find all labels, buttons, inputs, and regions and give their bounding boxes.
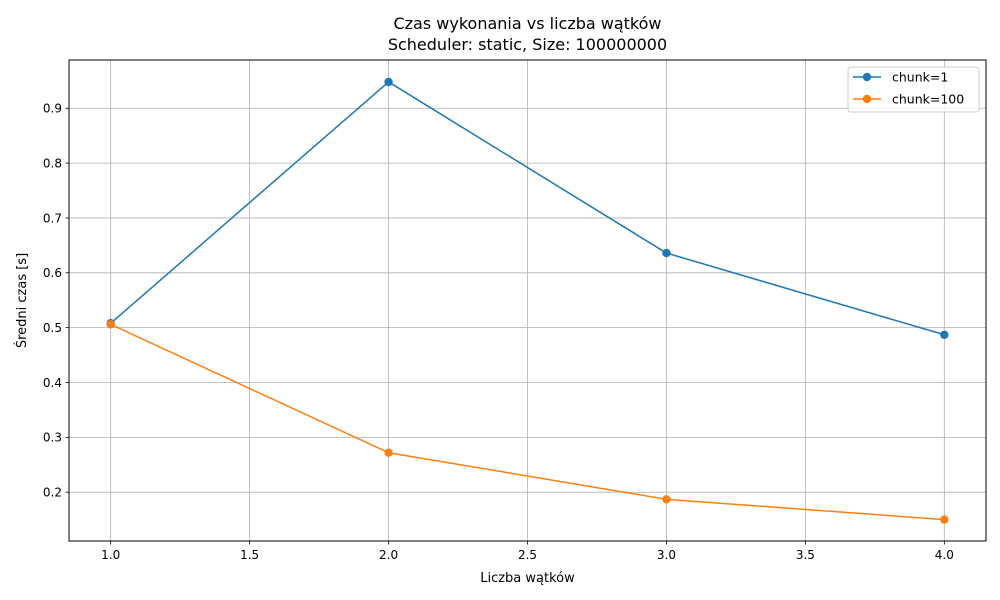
y-tick-label: 0.3 <box>43 431 62 445</box>
y-tick-label: 0.2 <box>43 485 62 499</box>
data-point-chunk-100 <box>662 495 671 504</box>
x-tick-label: 1.5 <box>240 548 259 562</box>
y-axis-label: Średni czas [s] <box>14 253 30 348</box>
x-tick-label: 3.5 <box>796 548 815 562</box>
y-tick-label: 0.6 <box>43 266 62 280</box>
x-tick-label: 4.0 <box>935 548 954 562</box>
legend-label-chunk-1: chunk=1 <box>892 70 948 85</box>
x-tick-label: 2.5 <box>518 548 537 562</box>
data-point-chunk-1 <box>662 248 671 258</box>
data-point-chunk-1 <box>384 77 393 87</box>
y-tick-label: 0.4 <box>43 376 62 390</box>
x-tick-label: 2.0 <box>379 548 398 562</box>
grid <box>69 60 986 541</box>
y-tick-label: 0.8 <box>43 156 62 170</box>
x-tick-label: 3.0 <box>657 548 676 562</box>
legend-box <box>847 66 980 113</box>
data-point-chunk-1 <box>940 330 949 339</box>
chart-title: Czas wykonania vs liczba wątków <box>393 14 661 33</box>
legend: chunk=1 chunk=100 <box>847 66 980 113</box>
y-tick-label: 0.7 <box>43 211 62 225</box>
y-tick-label: 0.5 <box>43 321 62 335</box>
chart-subtitle: Scheduler: static, Size: 100000000 <box>388 35 667 54</box>
series-line-chunk-1 <box>110 81 945 336</box>
data-point-chunk-100 <box>384 448 393 457</box>
legend-marker-chunk-1 <box>862 72 872 82</box>
x-axis-label: Liczba wątków <box>480 571 575 586</box>
series-group <box>106 77 949 524</box>
x-tick-label: 1.0 <box>101 548 120 562</box>
legend-marker-chunk-100 <box>862 94 872 104</box>
data-point-chunk-100 <box>940 515 949 524</box>
data-point-chunk-100 <box>106 320 115 329</box>
legend-label-chunk-100: chunk=100 <box>892 92 964 107</box>
x-axis: 1.0 1.5 2.0 2.5 3.0 3.5 4.0 <box>101 541 954 562</box>
y-axis: 0.2 0.3 0.4 0.5 0.6 0.7 0.8 0.9 <box>43 102 69 499</box>
y-tick-label: 0.9 <box>43 102 62 116</box>
series-line-chunk-100 <box>110 323 945 521</box>
